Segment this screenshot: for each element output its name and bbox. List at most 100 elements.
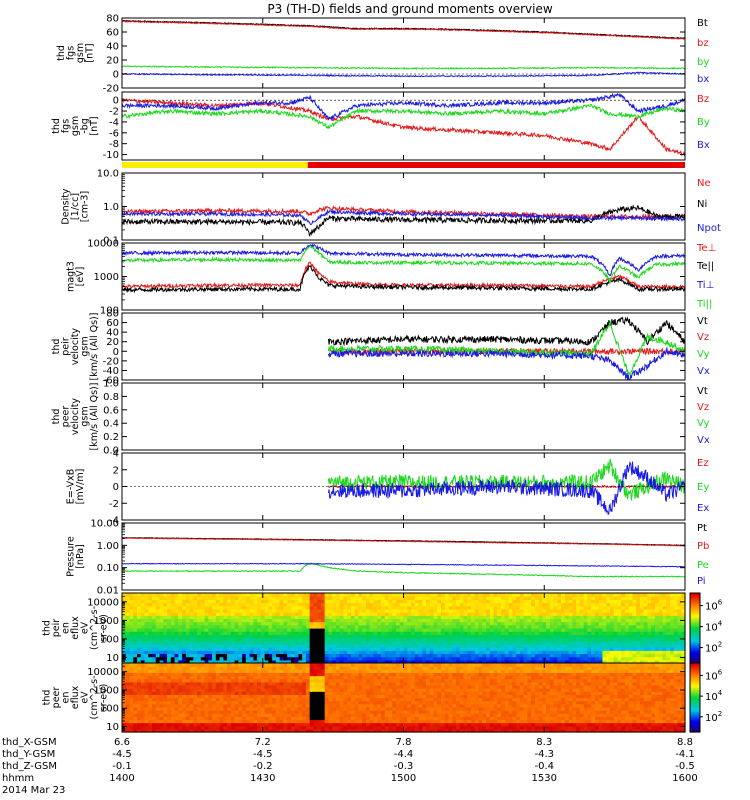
spectrogram-cell [309, 663, 315, 667]
spectrogram-cell [429, 628, 435, 632]
spectrogram-cell [279, 697, 284, 702]
spectrogram-cell [429, 593, 435, 597]
spectrogram-cell [219, 640, 224, 645]
spectrogram-cell [249, 618, 254, 623]
spectrogram-cell [193, 656, 198, 661]
spectrogram-cell [497, 647, 502, 651]
spectrogram-cell [587, 631, 592, 635]
spectrogram-cell [636, 628, 641, 632]
spectrogram-cell [189, 650, 194, 655]
spectrogram-cell [193, 608, 198, 613]
spectrogram-cell [257, 602, 262, 607]
spectrogram-cell [407, 643, 412, 648]
spectrogram-cell [324, 624, 330, 629]
spectrogram-cell [613, 605, 619, 610]
spectrogram-cell [129, 596, 134, 600]
spectrogram-cell [362, 631, 367, 635]
legend-By: By [697, 117, 710, 128]
spectrogram-cell [467, 640, 472, 645]
spectrogram-cell [354, 593, 360, 597]
spectrogram-cell [279, 719, 284, 724]
spectrogram-cell [516, 643, 521, 648]
spectrogram-cell [234, 650, 239, 655]
spectrogram-cell [474, 593, 480, 597]
spectrogram-cell [197, 637, 202, 642]
spectrogram-cell [666, 640, 671, 645]
spectrogram-cell [294, 722, 299, 727]
spectrogram-cell [197, 624, 202, 629]
spectrogram-cell [681, 659, 686, 664]
spectrogram-cell [613, 637, 619, 642]
spectrogram-cell [609, 656, 615, 661]
spectrogram-cell [549, 628, 555, 632]
spectrogram-cell [456, 612, 461, 616]
spectrogram-cell [148, 663, 153, 667]
spectrogram-cell [467, 656, 472, 661]
spectrogram-cell [279, 596, 284, 600]
spectrogram-cell [238, 628, 243, 632]
legend-Vy: Vy [697, 418, 710, 429]
spectrogram-cell [200, 647, 206, 651]
spectrogram-cell [681, 615, 686, 620]
spectrogram-cell [302, 631, 307, 635]
spectrogram-cell [264, 672, 269, 677]
spectrogram-cell [302, 608, 307, 613]
spectrogram-cell [572, 637, 577, 642]
spectrogram-cell [159, 608, 164, 613]
spectrogram-cell [380, 608, 386, 613]
spectrogram-cell [328, 719, 333, 724]
spectrogram-cell [365, 653, 371, 658]
spectrogram-cell [298, 659, 303, 664]
spectrogram-cell [170, 710, 176, 714]
spectrogram-cell [504, 631, 510, 635]
spectrogram-cell [365, 599, 371, 604]
spectrogram-cell [182, 640, 187, 645]
spectrogram-cell [576, 605, 581, 610]
spectrogram-cell [354, 602, 360, 607]
spectrogram-cell [673, 596, 679, 600]
panel-8-ytick-label: 1000 [94, 616, 119, 627]
spectrogram-cell [380, 637, 386, 642]
spectrogram-cell [568, 605, 573, 610]
spectrogram-cell [384, 615, 390, 620]
spectrogram-cell [167, 624, 172, 629]
colorbar-cell [690, 642, 700, 645]
spectrogram-cell [508, 621, 513, 626]
spectrogram-cell [272, 615, 277, 620]
spectrogram-cell [497, 621, 502, 626]
spectrogram-cell [493, 628, 498, 632]
spectrogram-cell [433, 593, 438, 597]
spectrogram-cell [489, 615, 495, 620]
spectrogram-cell [606, 631, 611, 635]
spectrogram-cell [426, 656, 431, 661]
spectrogram-cell [534, 618, 540, 623]
spectrogram-cell [347, 659, 352, 664]
spectrogram-cell [527, 608, 532, 613]
spectrogram-cell [159, 650, 164, 655]
spectrogram-cell [275, 706, 281, 711]
spectrogram-cell [313, 618, 318, 623]
spectrogram-cell [294, 634, 299, 639]
spectrogram-cell [178, 713, 183, 717]
spectrogram-cell [628, 634, 634, 639]
spectrogram-cell [411, 659, 416, 664]
spectrogram-cell [669, 659, 675, 664]
panel-5-frame [121, 382, 686, 451]
spectrogram-cell [125, 725, 131, 730]
spectrogram-cell [264, 675, 269, 680]
spectrogram-cell [504, 599, 510, 604]
spectrogram-cell [283, 706, 288, 711]
spectrogram-cell [448, 637, 453, 642]
spectrogram-cell [317, 725, 322, 730]
spectrogram-cell [313, 672, 318, 677]
spectrogram-cell [564, 653, 570, 658]
colorbar-cell [690, 638, 700, 641]
spectrogram-cell [204, 631, 209, 635]
spectrogram-cell [253, 716, 258, 721]
spectrogram-cell [140, 650, 146, 655]
spectrogram-cell [594, 605, 600, 610]
spectrogram-cell [632, 599, 637, 604]
spectrogram-cell [609, 615, 615, 620]
spectrogram-cell [377, 637, 382, 642]
spectrogram-cell [658, 621, 664, 626]
